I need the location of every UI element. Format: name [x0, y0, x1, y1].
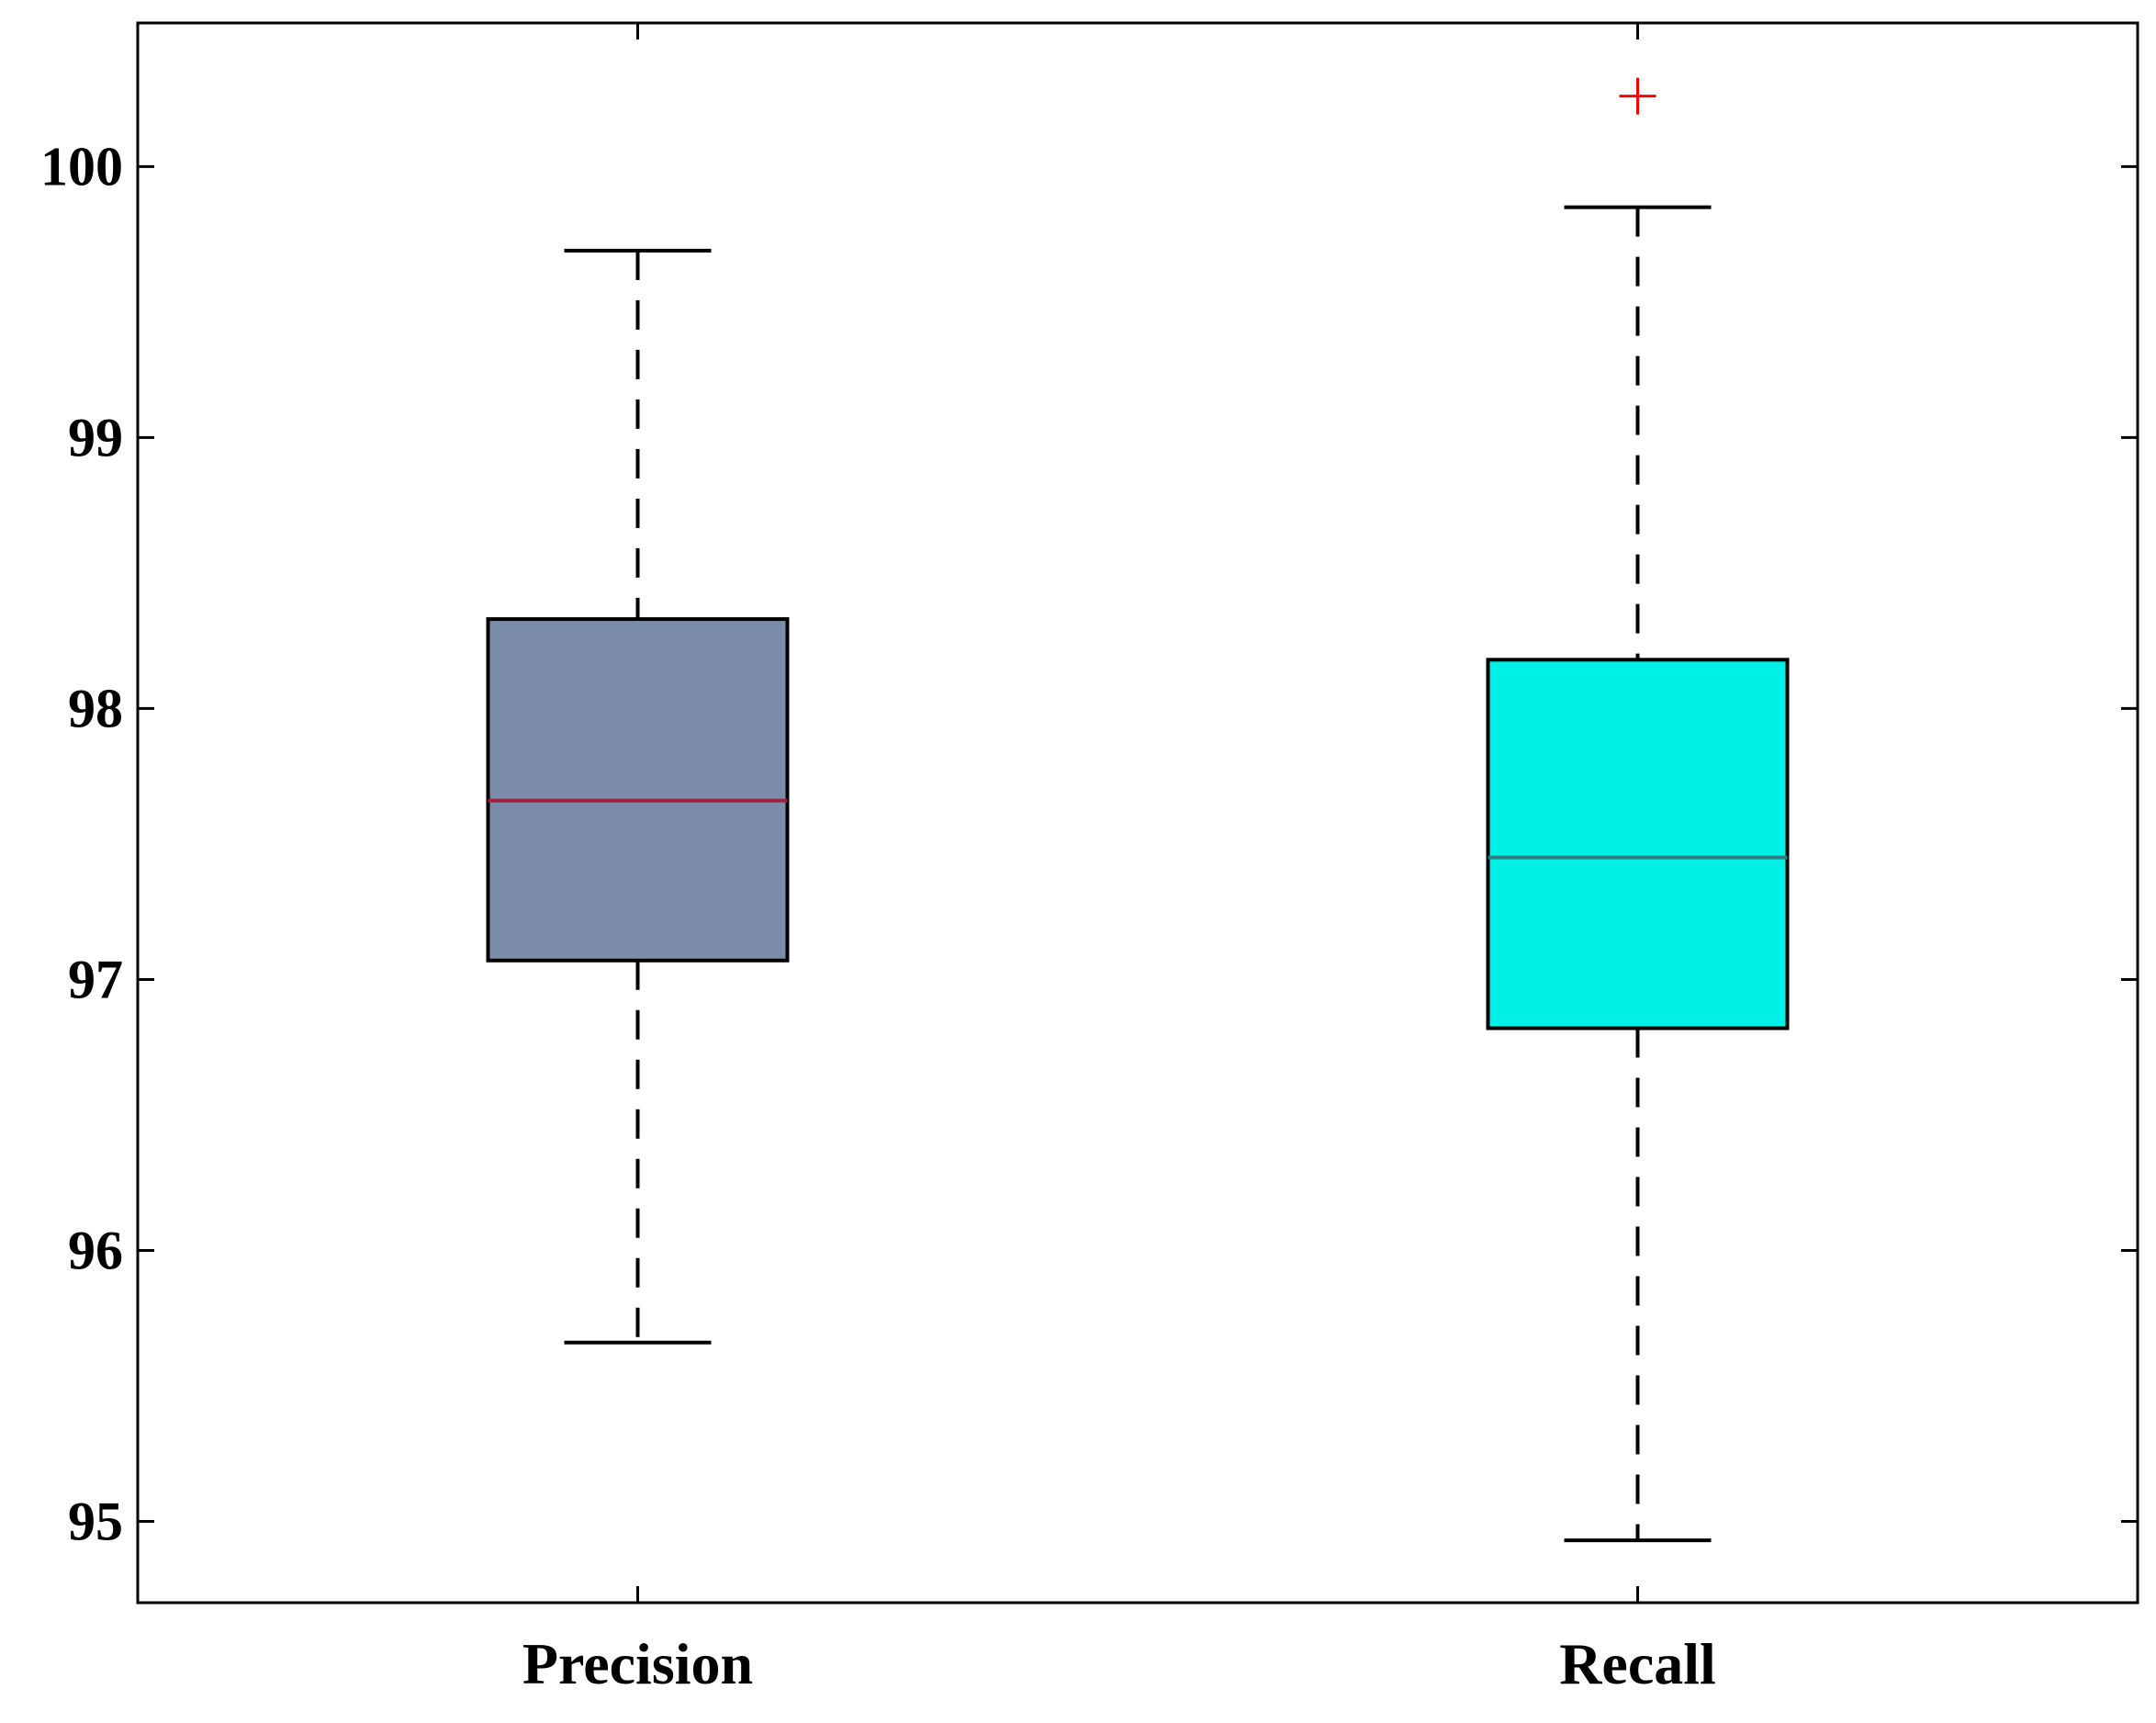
box-recall [1486, 77, 1790, 1543]
plot-area-frame [136, 21, 2139, 1605]
labels-layer: 95 96 97 98 99 100 Precision Recall [40, 136, 1716, 1696]
y-tick-label: 98 [68, 678, 123, 738]
interquartile-box [486, 617, 790, 963]
y-tick-label: 96 [68, 1220, 123, 1280]
axis-ticks-layer [138, 23, 2138, 1603]
outlier-marker [1619, 77, 1656, 115]
x-category-label: Recall [1559, 1631, 1716, 1696]
boxes-layer [486, 77, 1790, 1543]
y-tick-label: 97 [68, 949, 123, 1009]
x-category-label: Precision [522, 1631, 753, 1696]
y-tick-label: 95 [68, 1491, 123, 1551]
interquartile-box [1486, 658, 1790, 1030]
y-tick-label: 100 [40, 136, 123, 197]
box-precision [486, 248, 790, 1345]
y-tick-label: 99 [68, 407, 123, 467]
